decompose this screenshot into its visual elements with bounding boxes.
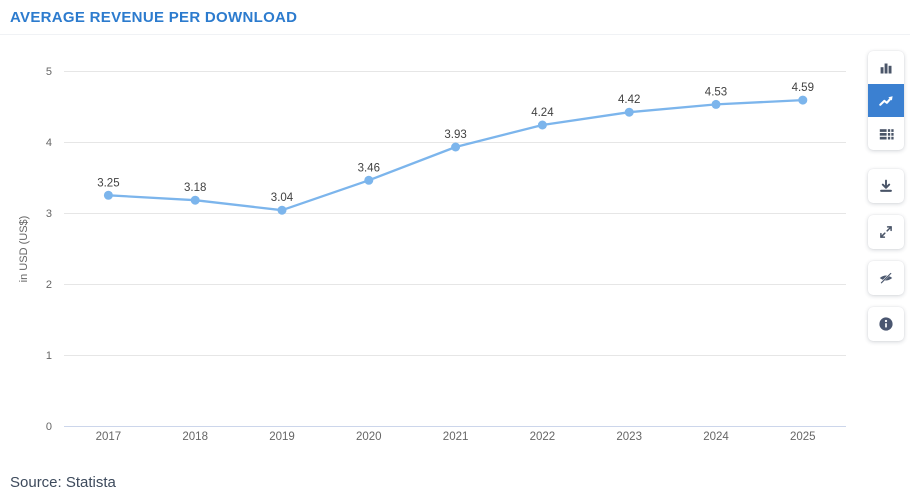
y-tick-label: 5 [46,66,52,78]
source-text: Source: Statista [10,474,116,491]
header-divider [0,34,910,35]
fullscreen-card [868,215,904,249]
data-label: 3.04 [271,192,294,204]
download-button[interactable] [868,169,904,203]
y-tick-label: 2 [46,279,52,291]
download-card [868,169,904,203]
data-point-2022[interactable] [537,120,547,130]
eye-off-icon [879,271,893,285]
line-chart: 0 1 2 3 4 5 in USD (US$) 3.25 2017 3.18 2018 3.04 20… [18,66,846,443]
x-tick-label: 2019 [269,431,295,443]
data-label: 4.53 [705,86,727,98]
data-point-2025[interactable] [798,95,808,105]
y-axis-title: in USD (US$) [18,216,30,283]
x-tick-label: 2020 [356,431,382,443]
data-point-2019[interactable] [277,205,287,215]
chart-type-bar-button[interactable] [868,51,904,84]
x-tick-label: 2025 [790,431,816,443]
info-icon [879,317,893,331]
fullscreen-button[interactable] [868,215,904,249]
data-point-2017[interactable] [103,190,113,200]
data-label: 3.46 [358,162,380,174]
bar-chart-icon [880,63,892,73]
data-label: 4.59 [792,82,814,94]
data-point-2021[interactable] [451,142,461,152]
line-chart-icon [879,95,893,106]
info-button[interactable] [868,307,904,341]
visibility-card [868,261,904,295]
chart-type-switcher [868,51,904,150]
info-card [868,307,904,341]
y-tick-label: 4 [46,137,52,149]
y-tick-label: 0 [46,421,52,433]
x-tick-label: 2021 [443,431,469,443]
x-tick-label: 2022 [530,431,556,443]
data-label: 3.18 [184,182,206,194]
chart-type-line-button[interactable] [868,84,904,117]
chart-type-table-button[interactable] [868,117,904,150]
data-point-2023[interactable] [624,107,634,117]
data-label: 4.24 [531,107,554,119]
data-label: 3.25 [97,177,119,189]
x-tick-label: 2018 [182,431,208,443]
page-title: AVERAGE REVENUE PER DOWNLOAD [10,9,298,26]
data-label: 3.93 [444,129,466,141]
expand-icon [880,226,892,238]
x-tick-label: 2024 [703,431,729,443]
data-point-2024[interactable] [711,99,721,109]
toggle-visibility-button[interactable] [868,261,904,295]
series-line [107,98,804,212]
data-point-2018[interactable] [190,195,200,205]
y-tick-label: 1 [46,350,52,362]
x-tick-label: 2023 [616,431,642,443]
table-icon [879,128,894,139]
data-point-2020[interactable] [364,175,374,185]
y-tick-label: 3 [46,208,52,220]
data-label: 4.42 [618,94,640,106]
download-icon [880,179,892,192]
x-tick-label: 2017 [96,431,122,443]
